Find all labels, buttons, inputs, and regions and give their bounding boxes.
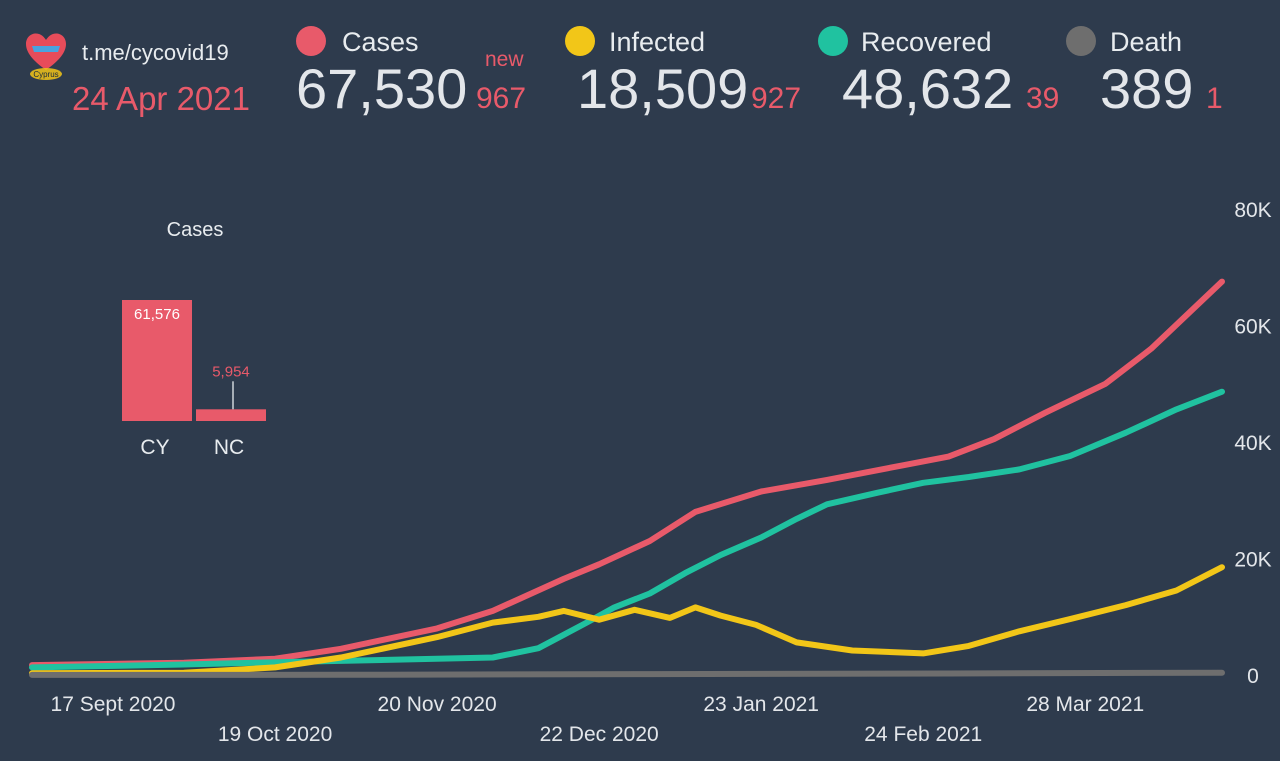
bar-category-label: CY bbox=[140, 436, 169, 459]
channel-link[interactable]: t.me/cycovid19 bbox=[82, 40, 229, 65]
bar-chart-title: Cases bbox=[167, 219, 224, 241]
cases-line bbox=[29, 278, 1225, 669]
x-tick-label: 28 Mar 2021 bbox=[1026, 693, 1144, 716]
infected-line bbox=[29, 564, 1225, 677]
recovered-line bbox=[29, 388, 1225, 671]
recovered-new: 39 bbox=[1026, 82, 1060, 115]
infected-label: Infected bbox=[609, 27, 706, 57]
y-tick-label: 60K bbox=[1234, 316, 1271, 339]
cases-bar-chart: Cases 61,576 CY 5,954 NC bbox=[122, 219, 266, 459]
cases-new: 967 bbox=[476, 82, 527, 115]
logo-text: Cyprus bbox=[33, 70, 58, 79]
bar-value-label: 61,576 bbox=[134, 306, 180, 323]
cases-total: 67,530 bbox=[296, 57, 468, 120]
death-new: 1 bbox=[1206, 82, 1223, 115]
recovered-dot-icon bbox=[818, 26, 848, 56]
x-tick-label: 23 Jan 2021 bbox=[703, 693, 819, 716]
new-label: new bbox=[485, 48, 524, 71]
bar-nc bbox=[196, 409, 266, 421]
bar-category-label: NC bbox=[214, 436, 244, 459]
x-tick-label: 22 Dec 2020 bbox=[540, 723, 659, 746]
death-line bbox=[29, 669, 1225, 678]
death-total: 389 bbox=[1100, 57, 1194, 120]
infected-total: 18,509 bbox=[577, 57, 749, 120]
y-tick-label: 80K bbox=[1234, 199, 1271, 222]
x-tick-label: 24 Feb 2021 bbox=[864, 723, 982, 746]
y-tick-label: 40K bbox=[1234, 432, 1271, 455]
death-label: Death bbox=[1110, 27, 1183, 57]
death-dot-icon bbox=[1066, 26, 1096, 56]
x-tick-label: 20 Nov 2020 bbox=[378, 693, 497, 716]
infected-dot-icon bbox=[565, 26, 595, 56]
recovered-label: Recovered bbox=[861, 27, 992, 57]
y-tick-label: 20K bbox=[1234, 549, 1271, 572]
x-tick-label: 19 Oct 2020 bbox=[218, 723, 332, 746]
bar-value-label: 5,954 bbox=[212, 363, 250, 380]
infected-new: 927 bbox=[751, 82, 802, 115]
recovered-total: 48,632 bbox=[842, 57, 1014, 120]
cases-dot-icon bbox=[296, 26, 326, 56]
y-tick-label: 0 bbox=[1247, 665, 1259, 688]
x-tick-label: 17 Sept 2020 bbox=[51, 693, 176, 716]
cyprus-heart-logo: Cyprus bbox=[26, 33, 66, 80]
report-date: 24 Apr 2021 bbox=[72, 80, 250, 117]
cases-label: Cases bbox=[342, 27, 419, 57]
bar-cy bbox=[122, 300, 192, 421]
